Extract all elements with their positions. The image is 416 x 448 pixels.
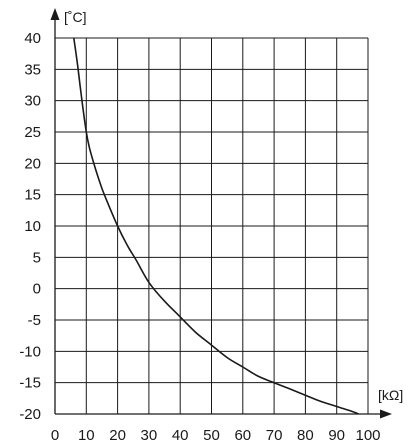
y-tick-label: -5 [28, 312, 41, 329]
x-tick-label: 100 [355, 427, 380, 444]
x-tick-label: 40 [172, 427, 189, 444]
y-axis-unit-label: [˚C] [64, 9, 87, 25]
x-tick-labels: 0 10 20 30 40 50 60 70 80 90 100 [51, 427, 381, 444]
x-tick-label: 50 [203, 427, 220, 444]
x-tick-label: 20 [109, 427, 126, 444]
series-line-0 [73, 37, 359, 415]
y-tick-label: 20 [24, 155, 41, 172]
x-tick-label: 70 [266, 427, 283, 444]
x-axis-arrow-icon [380, 409, 392, 419]
y-tick-labels: 40 35 30 25 20 15 10 5 0 -5 -10 -15 -20 [19, 30, 41, 423]
y-tick-label: 5 [33, 249, 41, 266]
y-tick-label: 30 [24, 93, 41, 110]
y-tick-label: 40 [24, 30, 41, 47]
x-tick-label: 30 [141, 427, 158, 444]
x-tick-label: 90 [328, 427, 345, 444]
y-tick-label: -10 [19, 343, 41, 360]
y-tick-label: 10 [24, 218, 41, 235]
y-tick-label: 0 [33, 281, 41, 298]
y-tick-label: 25 [24, 124, 41, 141]
y-tick-label: 35 [24, 61, 41, 78]
x-tick-label: 0 [51, 427, 59, 444]
grid [55, 37, 369, 414]
series-group [73, 37, 359, 415]
x-tick-label: 80 [297, 427, 314, 444]
x-tick-label: 10 [78, 427, 95, 444]
x-axis-unit-label: [kΩ] [378, 387, 403, 403]
axes [50, 8, 392, 419]
x-tick-label: 60 [234, 427, 251, 444]
y-axis-arrow-icon [50, 8, 60, 20]
y-tick-label: -20 [19, 406, 41, 423]
y-tick-label: -15 [19, 375, 41, 392]
y-tick-label: 15 [24, 187, 41, 204]
